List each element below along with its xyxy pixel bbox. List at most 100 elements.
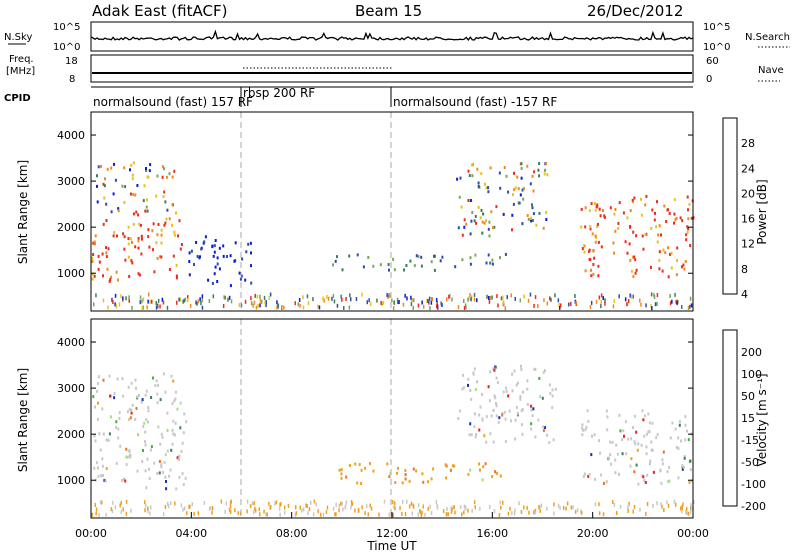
range-cell bbox=[131, 261, 134, 265]
range-cell bbox=[597, 240, 600, 244]
ground-cell bbox=[692, 500, 695, 504]
range-cell bbox=[145, 205, 148, 209]
range-cell bbox=[469, 262, 472, 266]
ground-cell bbox=[125, 296, 127, 301]
ground-cell bbox=[128, 295, 130, 300]
velocity-panel: 1000 2000 3000 4000 00:00 04:00 08:00 12:00 16:… bbox=[16, 318, 709, 553]
ground-cell bbox=[663, 508, 665, 512]
ground-cell bbox=[598, 502, 600, 507]
ground-cell bbox=[581, 510, 583, 515]
ground-cell bbox=[600, 300, 602, 305]
ground-cell bbox=[176, 300, 178, 305]
range-cell bbox=[655, 436, 658, 440]
colorbar-tick-label: 15 bbox=[741, 412, 755, 425]
ground-cell bbox=[146, 305, 148, 310]
ground-cell bbox=[580, 509, 582, 514]
range-cell bbox=[650, 265, 652, 269]
ground-cell bbox=[417, 503, 420, 508]
range-cell bbox=[484, 462, 487, 466]
ground-cell bbox=[340, 501, 342, 506]
ytick-label: 2000 bbox=[57, 221, 85, 234]
range-cell bbox=[665, 220, 668, 223]
ground-cell bbox=[149, 511, 151, 516]
range-cell bbox=[115, 420, 118, 424]
range-cell bbox=[135, 407, 138, 410]
range-cell bbox=[173, 230, 176, 234]
range-cell bbox=[148, 467, 150, 471]
range-cell bbox=[492, 408, 495, 412]
range-cell bbox=[469, 256, 472, 260]
range-cell bbox=[117, 207, 120, 211]
ground-cell bbox=[361, 505, 363, 510]
range-cell bbox=[474, 214, 477, 218]
range-cell bbox=[218, 267, 221, 271]
range-cell bbox=[645, 445, 648, 449]
ground-cell bbox=[671, 299, 673, 304]
range-cell bbox=[112, 192, 115, 196]
ground-cell bbox=[687, 511, 690, 516]
ground-cell bbox=[227, 297, 229, 302]
ground-cell bbox=[468, 296, 470, 301]
range-cell bbox=[420, 255, 423, 259]
ground-cell bbox=[486, 294, 488, 299]
range-cell bbox=[102, 378, 105, 382]
ground-cell bbox=[147, 509, 149, 514]
range-cell bbox=[123, 166, 126, 170]
range-cell bbox=[581, 423, 584, 427]
range-cell bbox=[642, 418, 645, 422]
ground-cell bbox=[546, 301, 549, 306]
ground-cell bbox=[107, 305, 109, 310]
ground-cell bbox=[389, 294, 391, 298]
ground-cell bbox=[193, 511, 195, 516]
range-cell bbox=[584, 206, 587, 210]
range-cell bbox=[165, 487, 168, 491]
ground-cell bbox=[299, 303, 301, 308]
ground-cell bbox=[354, 508, 356, 513]
ground-cell bbox=[449, 294, 451, 298]
range-cell bbox=[482, 465, 485, 469]
range-cell bbox=[676, 246, 679, 250]
range-cell bbox=[152, 248, 154, 252]
range-cell bbox=[388, 268, 390, 272]
ground-cell bbox=[467, 297, 469, 302]
range-cell bbox=[166, 449, 169, 453]
range-cell bbox=[156, 392, 159, 396]
range-cell bbox=[164, 475, 167, 479]
range-cell bbox=[332, 263, 334, 267]
range-cell bbox=[341, 268, 344, 272]
range-cell bbox=[96, 200, 99, 204]
range-cell bbox=[142, 199, 145, 203]
ground-cell bbox=[211, 510, 213, 515]
ground-cell bbox=[533, 510, 535, 515]
ground-cell bbox=[408, 504, 411, 509]
range-cell bbox=[674, 218, 677, 222]
ground-cell bbox=[502, 300, 505, 305]
range-cell bbox=[183, 412, 186, 416]
ground-cell bbox=[382, 300, 385, 305]
range-cell bbox=[457, 417, 460, 420]
range-cell bbox=[495, 404, 498, 408]
range-cell bbox=[127, 237, 130, 240]
ground-cell bbox=[148, 292, 150, 297]
ground-cell bbox=[624, 297, 627, 302]
range-cell bbox=[546, 433, 549, 437]
range-cell bbox=[546, 173, 549, 177]
ground-cell bbox=[335, 502, 337, 507]
range-cell bbox=[683, 456, 686, 460]
range-cell bbox=[93, 240, 96, 244]
range-cell bbox=[142, 425, 145, 429]
range-cell bbox=[108, 432, 111, 436]
range-cell bbox=[134, 193, 137, 197]
colorbar-tick-label: -50 bbox=[741, 456, 759, 469]
ground-cell bbox=[612, 304, 615, 309]
range-cell bbox=[610, 462, 613, 466]
ground-cell bbox=[229, 509, 232, 514]
range-cell bbox=[651, 448, 654, 452]
ground-cell bbox=[144, 500, 146, 505]
ground-cell bbox=[333, 299, 336, 304]
ground-cell bbox=[520, 510, 523, 514]
range-cell bbox=[488, 399, 491, 403]
ground-cell bbox=[590, 300, 593, 305]
ground-cell bbox=[539, 509, 541, 513]
range-cell bbox=[174, 397, 177, 401]
